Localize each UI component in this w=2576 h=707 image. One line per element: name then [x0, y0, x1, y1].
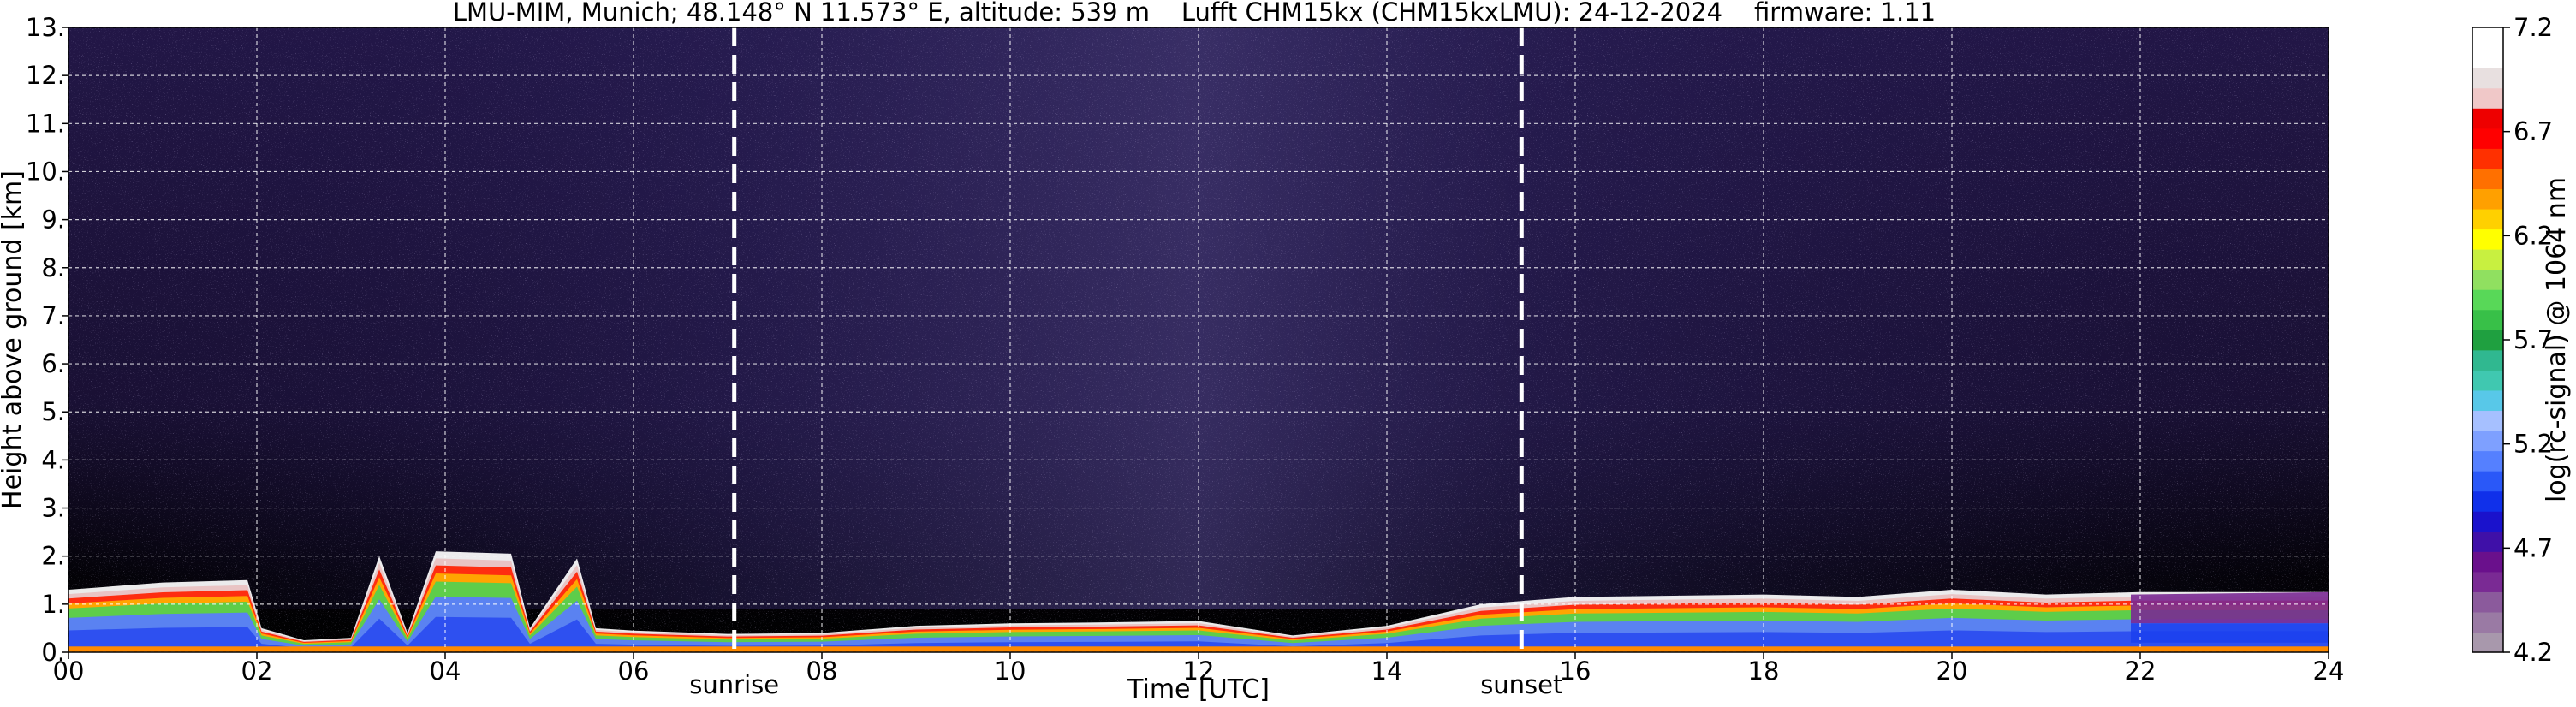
colorbar-segment — [2472, 511, 2503, 532]
event-label: sunset — [1480, 670, 1562, 699]
colorbar-segment — [2472, 168, 2503, 189]
x-tick-label: 20 — [1936, 656, 1968, 686]
event-lines: sunrise sunset — [689, 27, 1562, 699]
y-tick-label: 7. — [41, 301, 65, 330]
colorbar-segment — [2472, 269, 2503, 290]
colorbar-segment — [2472, 430, 2503, 452]
x-tick-label: 08 — [806, 656, 838, 686]
colorbar-segment — [2472, 27, 2503, 49]
x-tick-label: 02 — [241, 656, 273, 686]
colorbar-segment — [2472, 47, 2503, 68]
colorbar-segment — [2472, 128, 2503, 149]
colorbar-tick-label: 5.7 — [2514, 325, 2553, 354]
x-tick-label: 22 — [2125, 656, 2157, 686]
event-label: sunrise — [689, 670, 779, 699]
colorbar — [2472, 27, 2504, 653]
y-tick-label: 10. — [26, 157, 65, 186]
residual-layer — [2131, 591, 2329, 624]
colorbar-segment — [2472, 87, 2503, 109]
y-tick-label: 12. — [26, 61, 65, 90]
x-axis-ticks: 00 02 04 06 08 10 12 14 16 18 20 22 24 — [53, 652, 2345, 686]
ground-return — [68, 646, 2329, 652]
colorbar-segment — [2472, 208, 2503, 230]
background-noise — [68, 27, 2329, 652]
y-axis-label: Height above ground [km] — [0, 170, 27, 509]
x-tick-label: 14 — [1371, 656, 1403, 686]
y-tick-label: 2. — [41, 542, 65, 571]
colorbar-segment — [2472, 188, 2503, 210]
colorbar-segment — [2472, 389, 2503, 412]
colorbar-label: log(rc-signal) @ 1064 nm — [2542, 177, 2572, 502]
colorbar-segment — [2472, 531, 2503, 552]
x-tick-label: 24 — [2313, 656, 2345, 686]
x-tick-label: 16 — [1560, 656, 1591, 686]
colorbar-segment — [2472, 330, 2503, 351]
y-axis-ticks: 0. 1. 2. 3. 4. 5. 6. 7. 8. 9. 10. 11. 12. 13. — [26, 13, 68, 667]
y-tick-label: 5. — [41, 397, 65, 426]
x-tick-label: 00 — [53, 656, 85, 686]
plot-area: sunrise sunset — [68, 27, 2329, 699]
colorbar-segment — [2472, 410, 2503, 431]
chart-title: LMU-MIM, Munich; 48.148° N 11.573° E, al… — [453, 0, 1936, 27]
colorbar-tick-label: 6.2 — [2514, 221, 2553, 250]
x-tick-label: 18 — [1748, 656, 1780, 686]
colorbar-tick-label: 4.7 — [2514, 533, 2553, 562]
y-tick-label: 11. — [26, 109, 65, 138]
colorbar-segment — [2472, 148, 2503, 169]
colorbar-segment — [2472, 229, 2503, 250]
colorbar-segment — [2472, 249, 2503, 270]
colorbar-segment — [2472, 632, 2503, 653]
y-tick-label: 6. — [41, 349, 65, 378]
colorbar-segment — [2472, 490, 2503, 512]
colorbar-segment — [2472, 571, 2503, 592]
y-tick-label: 4. — [41, 445, 65, 474]
y-tick-label: 13. — [26, 13, 65, 42]
nocturnal-layer — [2131, 623, 2329, 643]
x-tick-label: 04 — [430, 656, 461, 686]
colorbar-tick-label: 5.2 — [2514, 430, 2553, 459]
colorbar-segment — [2472, 289, 2503, 311]
colorbar-tick-label: 7.2 — [2514, 13, 2553, 42]
colorbar-segment — [2472, 471, 2503, 492]
colorbar-segment — [2472, 349, 2503, 371]
y-tick-label: 8. — [41, 253, 65, 282]
colorbar-tick-label: 4.2 — [2514, 638, 2553, 667]
layer-deep-blue — [68, 616, 2329, 651]
colorbar-segment — [2472, 591, 2503, 613]
x-axis-label: Time [UTC] — [1127, 674, 1270, 704]
y-tick-label: 9. — [41, 205, 65, 235]
colorbar-segment — [2472, 68, 2503, 89]
colorbar-segment — [2472, 309, 2503, 330]
colorbar-tick-label: 6.7 — [2514, 117, 2553, 146]
colorbar-ticks: 4.2 4.7 5.2 5.7 6.2 6.7 7.2 — [2503, 13, 2553, 667]
y-tick-label: 1. — [41, 590, 65, 619]
colorbar-segment — [2472, 108, 2503, 129]
x-tick-label: 12 — [1183, 656, 1215, 686]
y-tick-label: 3. — [41, 494, 65, 523]
colorbar-segment — [2472, 551, 2503, 573]
x-tick-label: 06 — [618, 656, 650, 686]
y-tick-label: 0. — [41, 638, 65, 667]
colorbar-segment — [2472, 370, 2503, 391]
colorbar-segment — [2472, 450, 2503, 472]
colorbar-segment — [2472, 611, 2503, 633]
x-tick-label: 10 — [995, 656, 1026, 686]
